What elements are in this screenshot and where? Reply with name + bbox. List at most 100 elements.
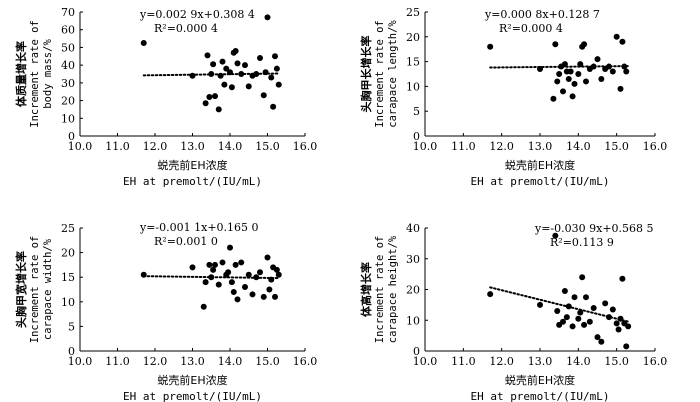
- x-tick-label: 14.0: [566, 140, 591, 153]
- xlabel-en: EH at premolt/(IU/mL): [123, 390, 262, 402]
- x-tick-label: 14.0: [566, 355, 591, 368]
- x-tick-label: 10.0: [413, 140, 438, 153]
- data-point: [567, 68, 574, 75]
- y-tick-label: 10: [61, 112, 75, 125]
- data-point: [606, 63, 612, 70]
- panel-top-left: y=0.002 9x+0.308 4 R²=0.000 4 体质量增长率 Inc…: [14, 6, 317, 188]
- y-tick-label: 0: [413, 345, 420, 358]
- data-point: [590, 63, 597, 70]
- data-point: [245, 271, 252, 278]
- data-point: [140, 271, 147, 278]
- xlabel-cn: 蜕壳前EH浓度: [157, 158, 227, 172]
- x-tick-label: 12.0: [143, 355, 168, 368]
- data-point: [227, 244, 233, 251]
- data-point: [621, 63, 628, 70]
- x-tick-label: 15.0: [255, 355, 280, 368]
- data-point: [208, 71, 215, 77]
- x-tick-label: 15.0: [604, 355, 629, 368]
- data-point: [273, 266, 280, 273]
- data-point: [140, 40, 147, 46]
- data-point: [268, 74, 275, 81]
- data-point: [238, 71, 245, 77]
- data-point: [577, 61, 584, 68]
- y-tick-label: 10: [406, 314, 420, 327]
- data-point: [598, 338, 605, 345]
- data-point: [210, 61, 217, 68]
- data-point: [227, 69, 233, 76]
- data-point: [260, 293, 267, 300]
- x-tick-label: 15.0: [604, 140, 629, 153]
- xlabel-en: EH at premolt/(IU/mL): [123, 175, 262, 188]
- r2-label: R²=0.113 9: [550, 236, 614, 249]
- data-point: [225, 269, 232, 276]
- data-point: [206, 94, 213, 101]
- data-point: [189, 72, 196, 79]
- equation-label: y=0.000 8x+0.128 7: [484, 8, 600, 21]
- panel-top-right: y=0.000 8x+0.128 7 R²=0.000 4 头胸甲长增长率 In…: [359, 6, 667, 188]
- data-point: [223, 65, 230, 72]
- data-point: [615, 326, 622, 333]
- data-point: [230, 288, 237, 295]
- data-point: [206, 261, 213, 268]
- data-point: [253, 71, 260, 77]
- data-point: [561, 61, 568, 68]
- data-point: [238, 259, 245, 266]
- data-point: [590, 304, 597, 311]
- data-point: [275, 81, 282, 88]
- equation-label: y=-0.001 1x+0.165 0: [139, 221, 259, 234]
- x-tick-label: 14.0: [218, 355, 243, 368]
- data-point: [215, 106, 222, 113]
- r2-label: R²=0.000 4: [499, 22, 563, 35]
- x-tick-label: 11.0: [451, 355, 476, 368]
- y-tick-label: 20: [406, 31, 420, 44]
- data-point: [556, 71, 563, 77]
- data-point: [619, 38, 626, 45]
- equation-label: y=0.002 9x+0.308 4: [139, 8, 255, 21]
- data-point: [221, 81, 228, 88]
- data-point: [268, 276, 275, 283]
- data-point: [219, 259, 226, 266]
- data-point: [264, 254, 271, 261]
- data-point: [623, 343, 630, 350]
- panel-bottom-left: y=-0.001 1x+0.165 0 R²=0.001 0 头胸甲宽增长率 I…: [14, 221, 317, 402]
- data-point: [550, 95, 557, 102]
- data-point: [617, 85, 624, 92]
- data-point: [262, 69, 269, 76]
- data-point: [202, 279, 209, 286]
- ylabel-cn: 头胸甲宽增长率: [14, 251, 28, 328]
- data-point: [581, 321, 588, 328]
- r2-label: R²=0.000 4: [154, 22, 218, 35]
- ylabel-en-line1: Increment rate of: [29, 236, 41, 343]
- data-point: [602, 300, 609, 307]
- data-point: [613, 33, 620, 40]
- x-tick-label: 14.0: [218, 140, 243, 153]
- data-point: [554, 78, 561, 85]
- xlabel-cn: 蜕壳前EH浓度: [157, 373, 227, 387]
- y-tick-label: 20: [61, 95, 75, 108]
- data-point: [575, 315, 582, 322]
- data-point: [575, 71, 582, 77]
- data-point: [619, 275, 626, 282]
- data-point: [613, 320, 620, 327]
- data-point: [577, 309, 584, 316]
- data-point: [569, 323, 576, 330]
- trend-line: [489, 286, 630, 323]
- data-point: [228, 279, 235, 286]
- data-point: [202, 100, 209, 107]
- ylabel-en-line2: carapace length/%: [387, 20, 399, 128]
- ylabel-cn: 体高增长率: [359, 262, 373, 317]
- xlabel-cn: 蜕壳前EH浓度: [505, 158, 575, 172]
- data-point: [200, 303, 207, 310]
- data-point: [215, 281, 222, 288]
- equation-label: y=-0.030 9x+0.568 5: [534, 222, 654, 235]
- y-tick-label: 40: [406, 222, 420, 235]
- data-point: [253, 274, 260, 281]
- y-tick-label: 70: [61, 6, 75, 19]
- data-point: [234, 60, 241, 67]
- y-tick-label: 25: [406, 6, 420, 19]
- data-point: [583, 78, 589, 85]
- data-point: [204, 52, 211, 59]
- y-tick-label: 50: [61, 41, 75, 54]
